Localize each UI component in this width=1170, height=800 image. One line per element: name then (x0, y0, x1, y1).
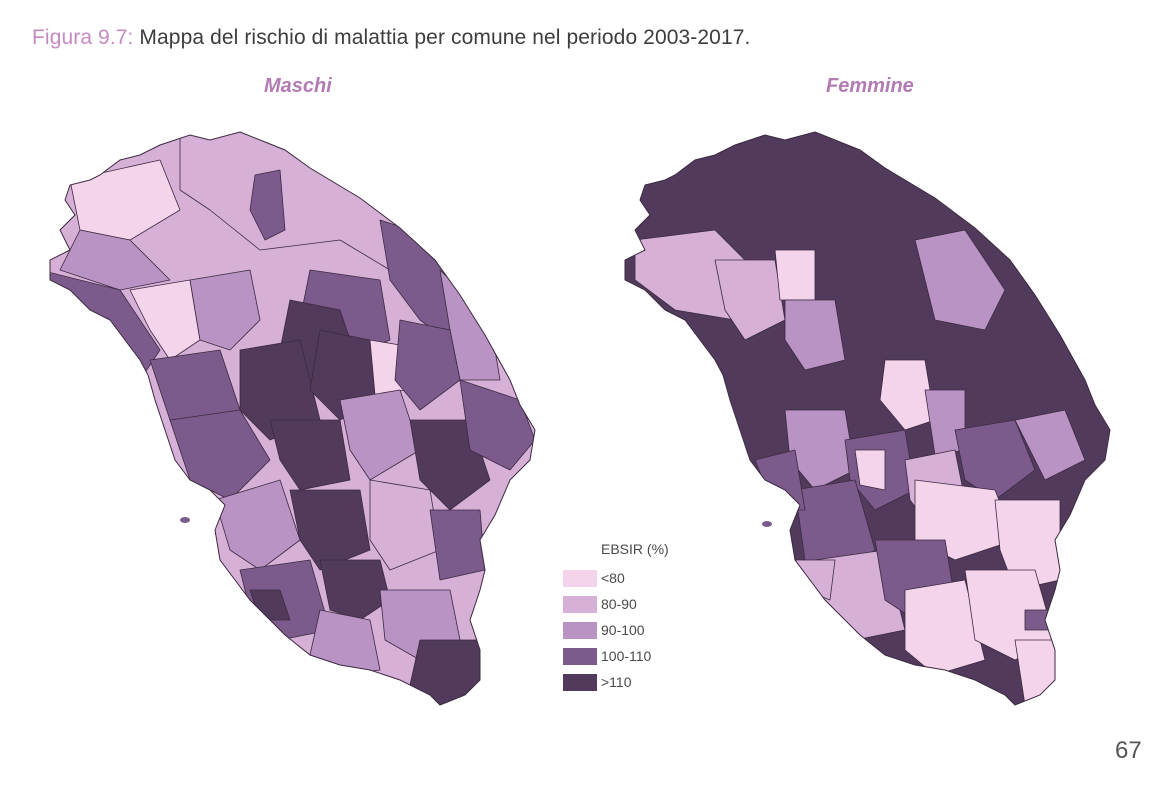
legend-label: 80-90 (601, 596, 637, 612)
legend-item: 80-90 (563, 591, 669, 617)
region (914, 229, 1006, 331)
region (319, 559, 391, 621)
legend: EBSIR (%) <80 80-90 90-100 100-110 >110 (563, 541, 669, 695)
legend-item: <80 (563, 565, 669, 591)
region (784, 299, 846, 371)
region (394, 319, 461, 411)
legend-title: EBSIR (%) (601, 541, 669, 557)
legend-swatch (563, 569, 597, 587)
region (249, 169, 286, 241)
region (954, 419, 1036, 501)
region (794, 559, 836, 601)
region (429, 509, 486, 581)
region (1024, 609, 1056, 631)
region (904, 579, 986, 676)
region (214, 479, 301, 571)
map-title-maschi: Maschi (264, 75, 332, 97)
map-title-femmine: Femmine (826, 75, 914, 97)
region (854, 449, 886, 491)
region (129, 279, 201, 361)
choropleth-map-femmine (624, 131, 1111, 706)
figure-caption-text: Mappa del rischio di malattia per comune… (133, 26, 751, 49)
legend-label: >110 (601, 674, 632, 690)
region (339, 389, 421, 481)
legend-label: 90-100 (601, 622, 645, 638)
region (1014, 409, 1086, 481)
choropleth-map-maschi (49, 131, 536, 706)
island (180, 517, 190, 523)
region (309, 609, 381, 676)
map-outline (49, 131, 536, 706)
island (762, 521, 772, 527)
page-number: 67 (1115, 737, 1142, 764)
legend-swatch (563, 647, 597, 665)
legend-swatch (563, 621, 597, 639)
region (774, 249, 816, 301)
region (69, 159, 181, 241)
region (879, 359, 936, 431)
map-outline (624, 131, 1111, 706)
figure-caption: Figura 9.7: Mappa del rischio di malatti… (32, 26, 750, 50)
legend-items: <80 80-90 90-100 100-110 >110 (563, 565, 669, 695)
region (459, 379, 535, 471)
legend-item: 90-100 (563, 617, 669, 643)
legend-swatch (563, 595, 597, 613)
region (369, 479, 441, 571)
legend-item: 100-110 (563, 643, 669, 669)
region (189, 269, 261, 351)
legend-swatch (563, 673, 597, 691)
region (169, 409, 271, 501)
legend-label: <80 (601, 570, 625, 586)
legend-label: 100-110 (601, 648, 652, 664)
region (59, 229, 171, 291)
region (269, 419, 351, 491)
region (714, 259, 786, 341)
region (409, 639, 486, 705)
figure-label: Figura 9.7: (32, 26, 134, 49)
legend-item: >110 (563, 669, 669, 695)
